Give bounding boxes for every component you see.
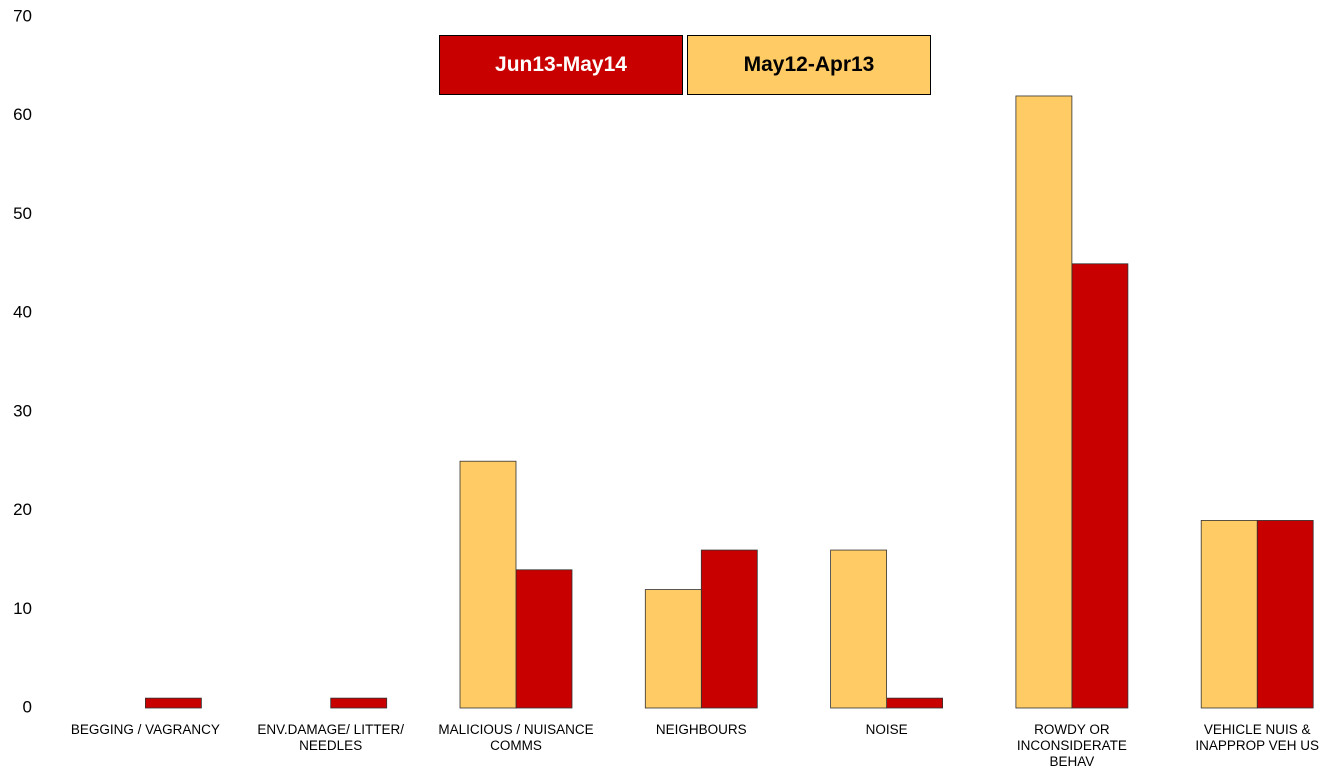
y-tick-label: 40 (13, 303, 32, 322)
y-tick-label: 0 (23, 697, 32, 716)
bar (330, 697, 388, 709)
x-tick-label: ENV.DAMAGE/ LITTER/ NEEDLES (257, 722, 404, 753)
legend-entry: May12-Apr13 (687, 35, 931, 95)
bar (459, 460, 517, 709)
bar (830, 549, 887, 709)
y-tick-label: 20 (13, 500, 32, 519)
y-tick-label: 50 (13, 204, 32, 223)
x-tick-label: NEIGHBOURS (655, 722, 747, 737)
bar (886, 697, 943, 709)
bar (1256, 520, 1314, 709)
x-tick-label: ROWDY OR INCONSIDERATE BEHAV (1016, 722, 1127, 769)
y-tick-label: 70 (13, 6, 32, 25)
bar (1071, 263, 1129, 709)
y-tick-label: 30 (13, 401, 32, 420)
bar (144, 697, 202, 709)
bar (644, 589, 702, 709)
bar (515, 569, 573, 709)
bar (700, 549, 758, 709)
legend-entry: Jun13-May14 (439, 35, 683, 95)
x-tick-label: BEGGING / VAGRANCY (70, 722, 220, 737)
x-tick-label: VEHICLE NUIS & INAPPROP VEH US (1195, 722, 1319, 753)
y-tick-label: 60 (13, 105, 32, 124)
y-tick-label: 10 (13, 599, 32, 618)
bar (1015, 95, 1073, 709)
x-tick-label: NOISE (865, 722, 908, 737)
x-tick-label: MALICIOUS / NUISANCE COMMS (438, 722, 594, 753)
bar (1200, 520, 1258, 709)
